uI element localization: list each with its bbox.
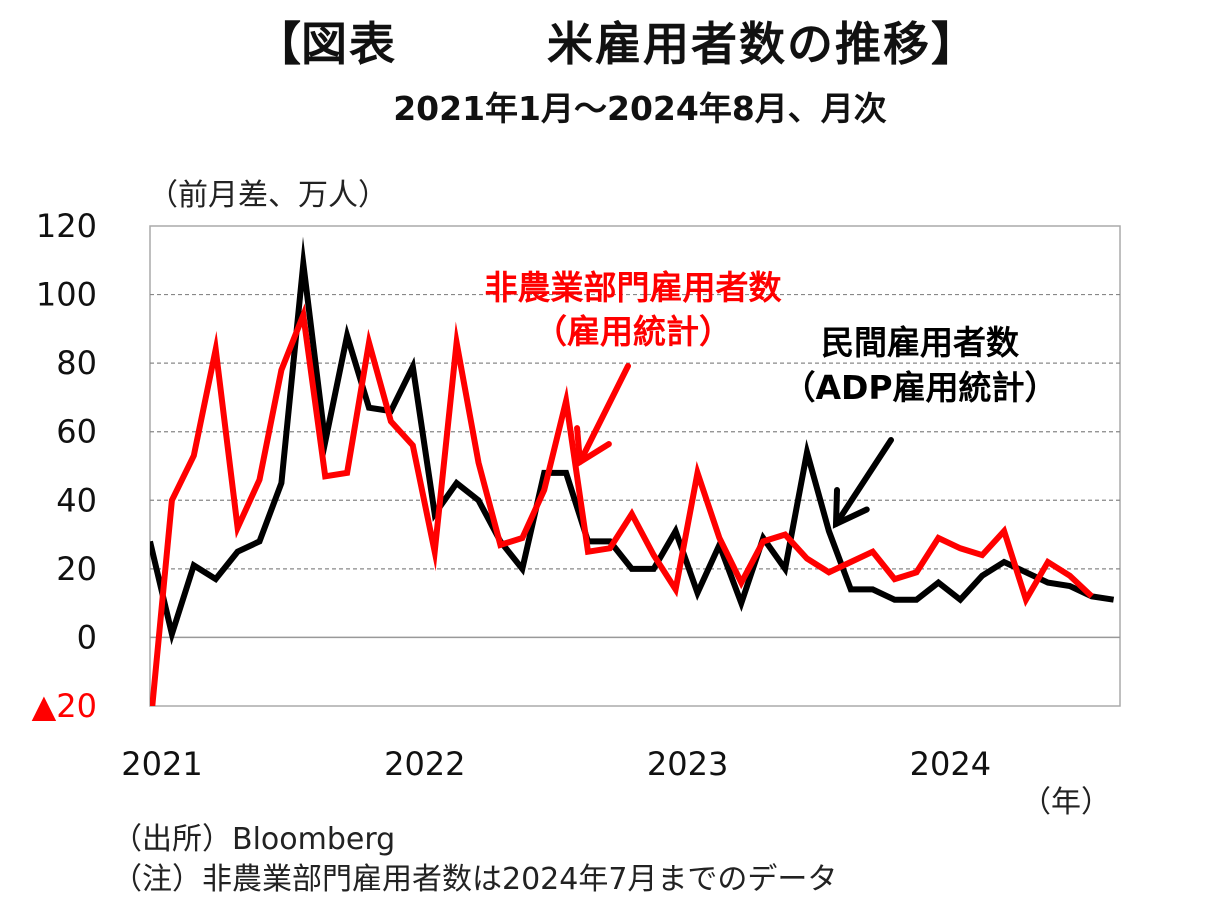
plot-frame <box>149 225 1121 707</box>
title-close-bracket: 】 <box>931 17 977 71</box>
footnote: （注）非農業部門雇用者数は2024年7月までのデータ <box>112 862 838 897</box>
y-tick-label: 40 <box>56 481 97 519</box>
adp-arrow-icon <box>832 437 894 529</box>
series-line-nfp <box>150 303 1094 706</box>
y-tick-label: 20 <box>56 550 97 588</box>
x-tick-label: 2024 <box>910 745 991 783</box>
x-tick-label: 2022 <box>384 745 465 783</box>
series-label-adp-sub: （ADP雇用統計） <box>782 368 1057 407</box>
y-tick-label: 120 <box>36 207 97 245</box>
series-label-nfp-sub: （雇用統計） <box>534 312 732 351</box>
title-main-text: 米雇用者数の推移 <box>547 17 931 71</box>
nfp-arrow-icon <box>574 363 631 468</box>
title-open-bracket: 【 <box>255 17 301 71</box>
x-tick-label: 2021 <box>121 745 202 783</box>
source-note: （出所）Bloomberg <box>112 822 396 857</box>
x-axis-unit-label: （年） <box>1021 785 1111 820</box>
chart-title: 【図表 米雇用者数の推移】 <box>0 8 1232 74</box>
y-axis-unit-label: （前月差、万人） <box>148 178 388 213</box>
series-label-adp: 民間雇用者数 <box>821 323 1020 362</box>
y-tick-label: 60 <box>56 413 97 451</box>
y-tick-label: 0 <box>77 618 97 656</box>
y-tick-label: 100 <box>36 276 97 314</box>
series-line-adp <box>150 236 1115 646</box>
series-label-nfp: 非農業部門雇用者数 <box>485 268 783 307</box>
chart-subtitle: 2021年1月～2024年8月、月次 <box>393 89 887 128</box>
x-tick-label: 2023 <box>647 745 728 783</box>
y-tick-label: ▲20 <box>32 687 97 725</box>
y-tick-label: 80 <box>56 344 97 382</box>
title-figure-label: 図表 <box>301 17 397 71</box>
